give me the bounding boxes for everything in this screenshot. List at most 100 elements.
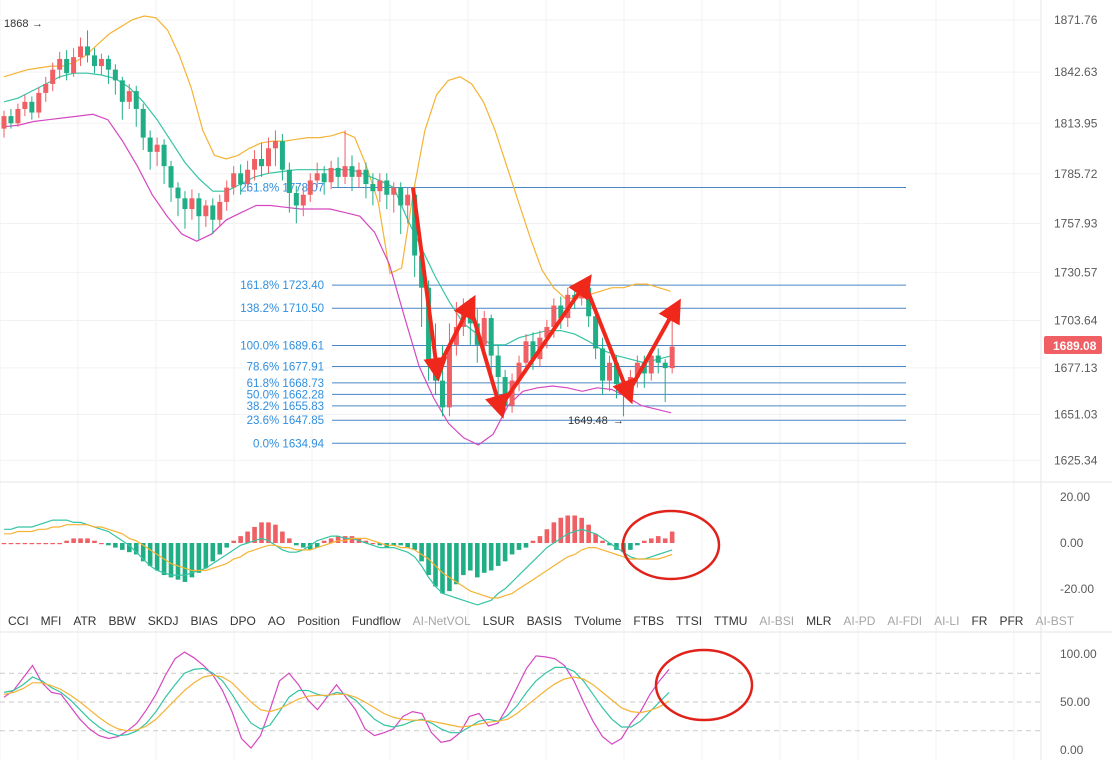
zigzag-arrows	[411, 187, 681, 419]
candle-body	[105, 58, 111, 70]
indicator-tab-cci[interactable]: CCI	[8, 614, 29, 628]
candle-body	[112, 69, 118, 81]
macd-histogram-bar	[537, 536, 543, 543]
candle-body	[1, 116, 7, 129]
indicator-tab-bias[interactable]: BIAS	[190, 614, 218, 628]
macd-histogram-bar	[22, 543, 28, 545]
indicator-tab-ao[interactable]: AO	[267, 614, 286, 628]
candle-body	[217, 201, 223, 220]
macd-histogram-bar	[628, 543, 633, 550]
fib-level-label: 138.2% 1710.50	[240, 303, 324, 315]
macd-histogram-bar	[565, 515, 571, 543]
indicator-tab-skdj[interactable]: SKDJ	[147, 614, 179, 628]
candle-body	[210, 205, 216, 220]
macd-panel[interactable]	[1, 515, 675, 606]
fib-level-label: 50.0% 1662.28	[247, 389, 324, 401]
macd-histogram-bar	[419, 543, 424, 562]
zigzag-arrow	[411, 187, 448, 382]
macd-dea-line	[4, 524, 673, 599]
macd-histogram-bar	[530, 540, 536, 543]
indicator-tab-ai-netvol[interactable]: AI-NetVOL	[412, 614, 471, 628]
macd-histogram-bar	[440, 543, 445, 594]
indicator-tab-atr[interactable]: ATR	[73, 614, 97, 628]
candle-body	[29, 101, 35, 113]
fib-level-label: 78.6% 1677.91	[247, 361, 324, 373]
candle-body	[36, 92, 42, 113]
price-tick-label: 1651.03	[1054, 408, 1098, 422]
candle-body	[259, 159, 265, 167]
candle-body	[140, 108, 146, 138]
macd-histogram-bar	[495, 543, 501, 566]
macd-histogram-bar	[461, 543, 466, 576]
macd-histogram-bar	[314, 543, 320, 548]
macd-histogram-bar	[287, 538, 292, 543]
macd-histogram-bar	[342, 536, 348, 543]
macd-histogram-bar	[50, 543, 56, 545]
indicator-tab-ai-bst[interactable]: AI-BST	[1035, 614, 1075, 628]
candle-body	[71, 57, 77, 74]
candle-body	[64, 58, 70, 74]
macd-histogram-bar	[57, 543, 62, 545]
indicator-tab-bbw[interactable]: BBW	[108, 614, 136, 628]
macd-histogram-bar	[15, 543, 21, 545]
fib-level-label: 0.0% 1634.94	[253, 438, 325, 450]
candle-body	[530, 341, 536, 360]
indicator-tab-lsur[interactable]: LSUR	[482, 614, 515, 628]
indicator-tab-ttmu[interactable]: TTMU	[714, 614, 748, 628]
indicator-tab-basis[interactable]: BASIS	[526, 614, 563, 628]
macd-histogram-bar	[481, 543, 487, 573]
macd-histogram-bar	[454, 543, 459, 585]
price-tick-label: 1785.72	[1054, 167, 1098, 181]
macd-highlight-circle	[621, 509, 721, 581]
candle-body	[78, 46, 84, 58]
indicator-tab-ttsi[interactable]: TTSI	[676, 614, 703, 628]
fib-level-label: 100.0% 1689.61	[240, 341, 324, 353]
candle-body	[419, 255, 425, 288]
indicator-tab-position[interactable]: Position	[297, 614, 340, 628]
candle-body	[384, 180, 390, 195]
oscillator-tick-label: 0.00	[1060, 743, 1084, 757]
macd-histogram-bar	[474, 543, 480, 578]
candle-body	[634, 362, 640, 378]
macd-histogram-bar	[607, 543, 612, 546]
indicator-tab-fr[interactable]: FR	[971, 614, 988, 628]
macd-histogram-bar	[147, 543, 153, 566]
macd-histogram-bar	[509, 543, 515, 555]
macd-histogram-bar	[273, 524, 278, 543]
indicator-tab-ai-bsi[interactable]: AI-BSI	[759, 614, 795, 628]
zigzag-arrow	[468, 304, 509, 419]
zigzag-arrow	[583, 283, 635, 405]
candle-body	[551, 305, 557, 327]
indicator-tab-fundflow[interactable]: Fundflow	[351, 614, 401, 628]
candle-body	[85, 46, 91, 56]
macd-histogram-bar	[126, 543, 132, 553]
indicator-tab-dpo[interactable]: DPO	[229, 614, 256, 628]
candle-body	[377, 180, 383, 192]
indicator-tab-ai-li[interactable]: AI-LI	[934, 614, 960, 628]
zigzag-arrow	[435, 294, 476, 371]
indicator-tab-mlr[interactable]: MLR	[806, 614, 832, 628]
macd-histogram-bar	[349, 536, 355, 543]
candle-body	[224, 187, 230, 202]
macd-histogram-bar	[294, 543, 299, 546]
indicator-tab-pfr[interactable]: PFR	[999, 614, 1024, 628]
indicator-tab-ai-fdi[interactable]: AI-FDI	[887, 614, 923, 628]
current-price-tag: 1689.08	[1044, 336, 1102, 354]
candle-body	[91, 55, 97, 67]
oscillator-panel[interactable]	[0, 651, 1040, 750]
candle-body	[147, 137, 153, 152]
indicator-tab-bar: CCI MFI ATR BBW SKDJ BIAS DPO AO Position Fundflo…	[0, 611, 1074, 631]
candle-body	[593, 316, 599, 349]
indicator-tab-mfi[interactable]: MFI	[40, 614, 62, 628]
current-price-badge	[1044, 336, 1102, 354]
candle-body	[426, 287, 432, 363]
indicator-tab-tvolume[interactable]: TVolume	[574, 614, 622, 628]
macd-histogram-bar	[120, 543, 125, 550]
indicator-tab-ftbs[interactable]: FTBS	[633, 614, 665, 628]
macd-histogram-bar	[36, 543, 42, 545]
macd-histogram-bar	[106, 543, 111, 546]
indicator-tab-ai-pd[interactable]: AI-PD	[843, 614, 876, 628]
high-arrow-icon: →	[32, 18, 43, 30]
